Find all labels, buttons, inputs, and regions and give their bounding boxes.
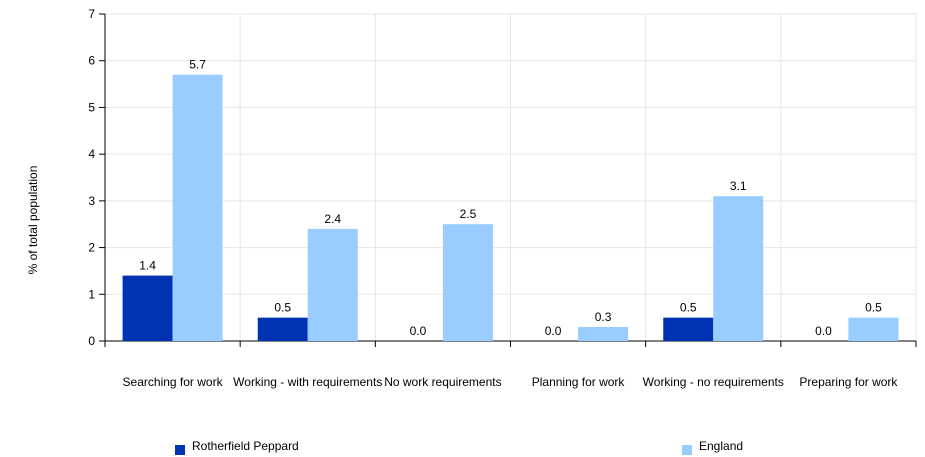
y-tick-labels: 0 1 2 3 4 5 6 7 [88, 7, 105, 348]
data-label: 5.7 [189, 58, 206, 72]
legend-label: Rotherfield Peppard [192, 439, 299, 453]
x-tick-marks [104, 341, 917, 347]
data-label: 0.0 [815, 324, 832, 338]
data-label: 2.5 [460, 207, 477, 221]
bar-series-2 [848, 317, 899, 341]
bar-series-2 [578, 326, 629, 341]
category-label: No work requirements [384, 375, 501, 389]
y-tick-label: 1 [88, 287, 95, 301]
y-tick-label: 4 [88, 147, 95, 161]
bars [122, 74, 899, 341]
category-label: Working - no requirements [643, 375, 784, 389]
data-label: 0.0 [545, 324, 562, 338]
bar-series-2 [172, 74, 223, 341]
data-label: 1.4 [139, 259, 156, 273]
category-label: Planning for work [532, 375, 626, 389]
category-label: Working - with requirements [233, 375, 382, 389]
data-label: 0.5 [680, 301, 697, 315]
category-label: Preparing for work [799, 375, 898, 389]
data-label: 0.5 [865, 301, 882, 315]
bar-series-1 [122, 275, 173, 341]
legend-label: England [699, 439, 743, 453]
y-tick-label: 0 [88, 334, 95, 348]
bar-series-1 [663, 317, 714, 341]
legend-item: Rotherfield Peppard [175, 439, 299, 455]
bar-series-1 [257, 317, 308, 341]
gridlines [105, 13, 917, 341]
bar-series-2 [307, 228, 358, 341]
legend-swatch [175, 445, 185, 455]
legend-swatch [682, 445, 692, 455]
legend: Rotherfield Peppard England [175, 439, 743, 455]
bar-series-2 [442, 224, 493, 341]
y-tick-label: 7 [88, 7, 95, 21]
legend-item: England [682, 439, 743, 455]
bar-series-2 [713, 196, 764, 341]
value-labels: 1.4 0.5 0.0 0.0 0.5 0.0 5.7 2.4 2.5 0.3 3.1 0.5 [139, 58, 882, 338]
data-label: 2.4 [324, 212, 341, 226]
y-tick-label: 2 [88, 241, 95, 255]
y-tick-label: 5 [88, 100, 95, 114]
data-label: 3.1 [730, 179, 747, 193]
y-axis-label: % of total population [26, 166, 40, 275]
y-tick-label: 6 [88, 54, 95, 68]
y-tick-label: 3 [88, 194, 95, 208]
category-label: Searching for work [123, 375, 224, 389]
data-label: 0.5 [274, 301, 291, 315]
category-labels: Searching for work Working - with require… [123, 375, 899, 389]
data-label: 0.0 [410, 324, 427, 338]
data-label: 0.3 [595, 310, 612, 324]
